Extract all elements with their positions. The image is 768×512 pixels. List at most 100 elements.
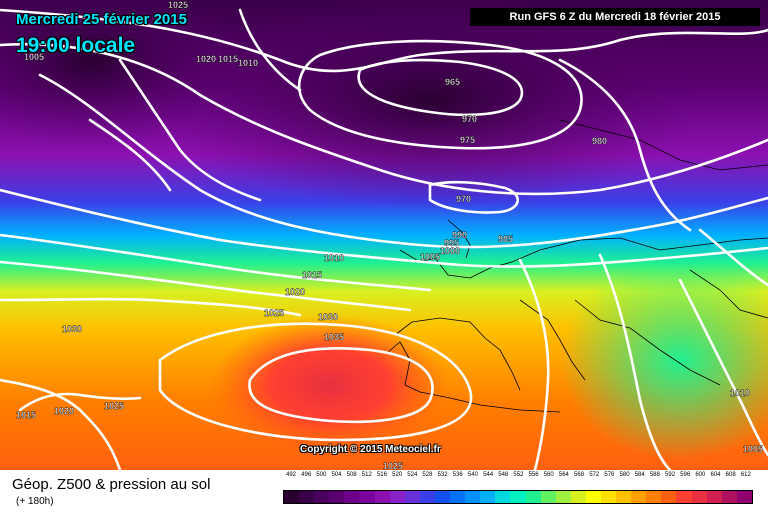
color-scale-swatch: [284, 491, 300, 503]
color-scale-label: 492: [285, 472, 296, 478]
isobar-label: 1005: [24, 52, 44, 62]
isobar-label: 1015: [302, 270, 322, 280]
color-scale-label: 592: [665, 472, 676, 478]
color-scale-swatch: [646, 491, 662, 503]
color-scale-swatch: [540, 491, 556, 503]
coastlines: [387, 119, 768, 413]
color-scale-swatch: [329, 491, 345, 503]
isobar-label: 1030: [62, 324, 82, 334]
color-scale-swatch: [374, 491, 390, 503]
isobar-label: 980: [592, 136, 607, 146]
color-scale-label: 568: [574, 472, 585, 478]
isobar-label: 1035: [324, 332, 344, 342]
forecast-date: Mercredi 25 février 2015: [16, 11, 187, 28]
color-scale-label: 560: [543, 472, 554, 478]
isobar-label: 1020: [285, 287, 305, 297]
color-scale-swatch: [706, 491, 722, 503]
isobar-label: 1010: [238, 58, 258, 68]
color-scale-swatch: [450, 491, 466, 503]
ridge-east: [560, 260, 768, 460]
isobar-label: 1010: [730, 388, 750, 398]
color-scale-label: 512: [361, 472, 372, 478]
color-scale-swatch: [510, 491, 526, 503]
isobar-label: 1025: [383, 461, 403, 470]
color-scale-label: 576: [604, 472, 615, 478]
color-scale-swatch: [525, 491, 541, 503]
isobar-label: 995: [444, 238, 459, 248]
color-scale-label: 520: [392, 472, 403, 478]
run-info-box: Run GFS 6 Z du Mercredi 18 février 2015: [470, 8, 760, 26]
color-scale-labels: 492 496 500 504 508 512 516 520 524 528 532 536 540 5…: [283, 470, 753, 482]
color-scale-label: 532: [437, 472, 448, 478]
color-scale-label: 588: [649, 472, 660, 478]
color-scale-swatch: [585, 491, 601, 503]
isobar-label: 1025: [104, 401, 124, 411]
color-scale-label: 552: [513, 472, 524, 478]
isobar-label: 970: [462, 114, 477, 124]
color-scale: [283, 490, 753, 504]
color-scale-label: 500: [316, 472, 327, 478]
weather-map: 1025 1005 1020 1015 1010 965 970 975 980…: [0, 0, 768, 470]
color-scale-swatch: [721, 491, 737, 503]
color-scale-swatch: [299, 491, 315, 503]
forecast-range: (+ 180h): [16, 496, 54, 507]
color-scale-swatch: [480, 491, 496, 503]
color-scale-label: 612: [740, 472, 751, 478]
color-scale-swatch: [736, 491, 752, 503]
isobar-label: 1015: [16, 410, 36, 420]
isobar-label: 1005: [420, 252, 440, 262]
isobars: [0, 8, 768, 470]
isobar-label: 1010: [324, 253, 344, 263]
isobar-label: 1025: [168, 0, 188, 10]
color-scale-label: 596: [680, 472, 691, 478]
color-scale-swatch: [570, 491, 586, 503]
isobar-label: 1020: [196, 54, 216, 64]
color-scale-swatch: [314, 491, 330, 503]
isobar-label: 985: [498, 234, 513, 244]
isobar-label: 975: [460, 135, 475, 145]
color-scale-label: 564: [558, 472, 569, 478]
isobar-label: 1020: [54, 406, 74, 416]
color-scale-swatch: [616, 491, 632, 503]
isobar-label: 1015: [218, 54, 238, 64]
isobar-label: 990: [452, 230, 467, 240]
color-scale-swatch: [344, 491, 360, 503]
color-scale-swatch: [691, 491, 707, 503]
forecast-time: 19:00 locale: [16, 34, 136, 57]
color-scale-label: 604: [710, 472, 721, 478]
color-scale-swatch: [555, 491, 571, 503]
legend-bar: Géop. Z500 & pression au sol (+ 180h) 49…: [0, 470, 768, 512]
copyright-notice: Copyright © 2015 Meteociel.fr: [300, 444, 441, 455]
color-scale-swatch: [389, 491, 405, 503]
color-scale-label: 600: [695, 472, 706, 478]
color-scale-swatch: [676, 491, 692, 503]
color-scale-label: 540: [467, 472, 478, 478]
color-scale-swatch: [434, 491, 451, 503]
color-scale-label: 572: [589, 472, 600, 478]
isobar-label: 965: [445, 77, 460, 87]
color-scale-swatch: [419, 491, 435, 503]
color-scale-swatch: [631, 491, 647, 503]
color-scale-label: 556: [528, 472, 539, 478]
color-scale-label: 580: [619, 472, 630, 478]
color-scale-swatch: [465, 491, 481, 503]
color-scale-swatch: [359, 491, 375, 503]
color-scale-label: 504: [331, 472, 342, 478]
color-scale-label: 608: [725, 472, 736, 478]
color-scale-label: 584: [634, 472, 645, 478]
isobar-labels: 1025 1005 1020 1015 1010 965 970 975 980…: [16, 0, 763, 470]
isobar-label: 1030: [318, 312, 338, 322]
color-scale-label: 536: [452, 472, 463, 478]
color-scale-swatch: [404, 491, 420, 503]
upper-low-core-west: [0, 0, 240, 150]
color-scale-label: 496: [301, 472, 312, 478]
color-scale-label: 508: [346, 472, 357, 478]
color-scale-swatch: [661, 491, 677, 503]
isobar-label: 1000: [440, 246, 460, 256]
color-scale-label: 516: [376, 472, 387, 478]
color-scale-label: 548: [498, 472, 509, 478]
color-scale-swatch: [600, 491, 617, 503]
color-scale-label: 524: [407, 472, 418, 478]
map-title: Géop. Z500 & pression au sol: [12, 476, 211, 493]
